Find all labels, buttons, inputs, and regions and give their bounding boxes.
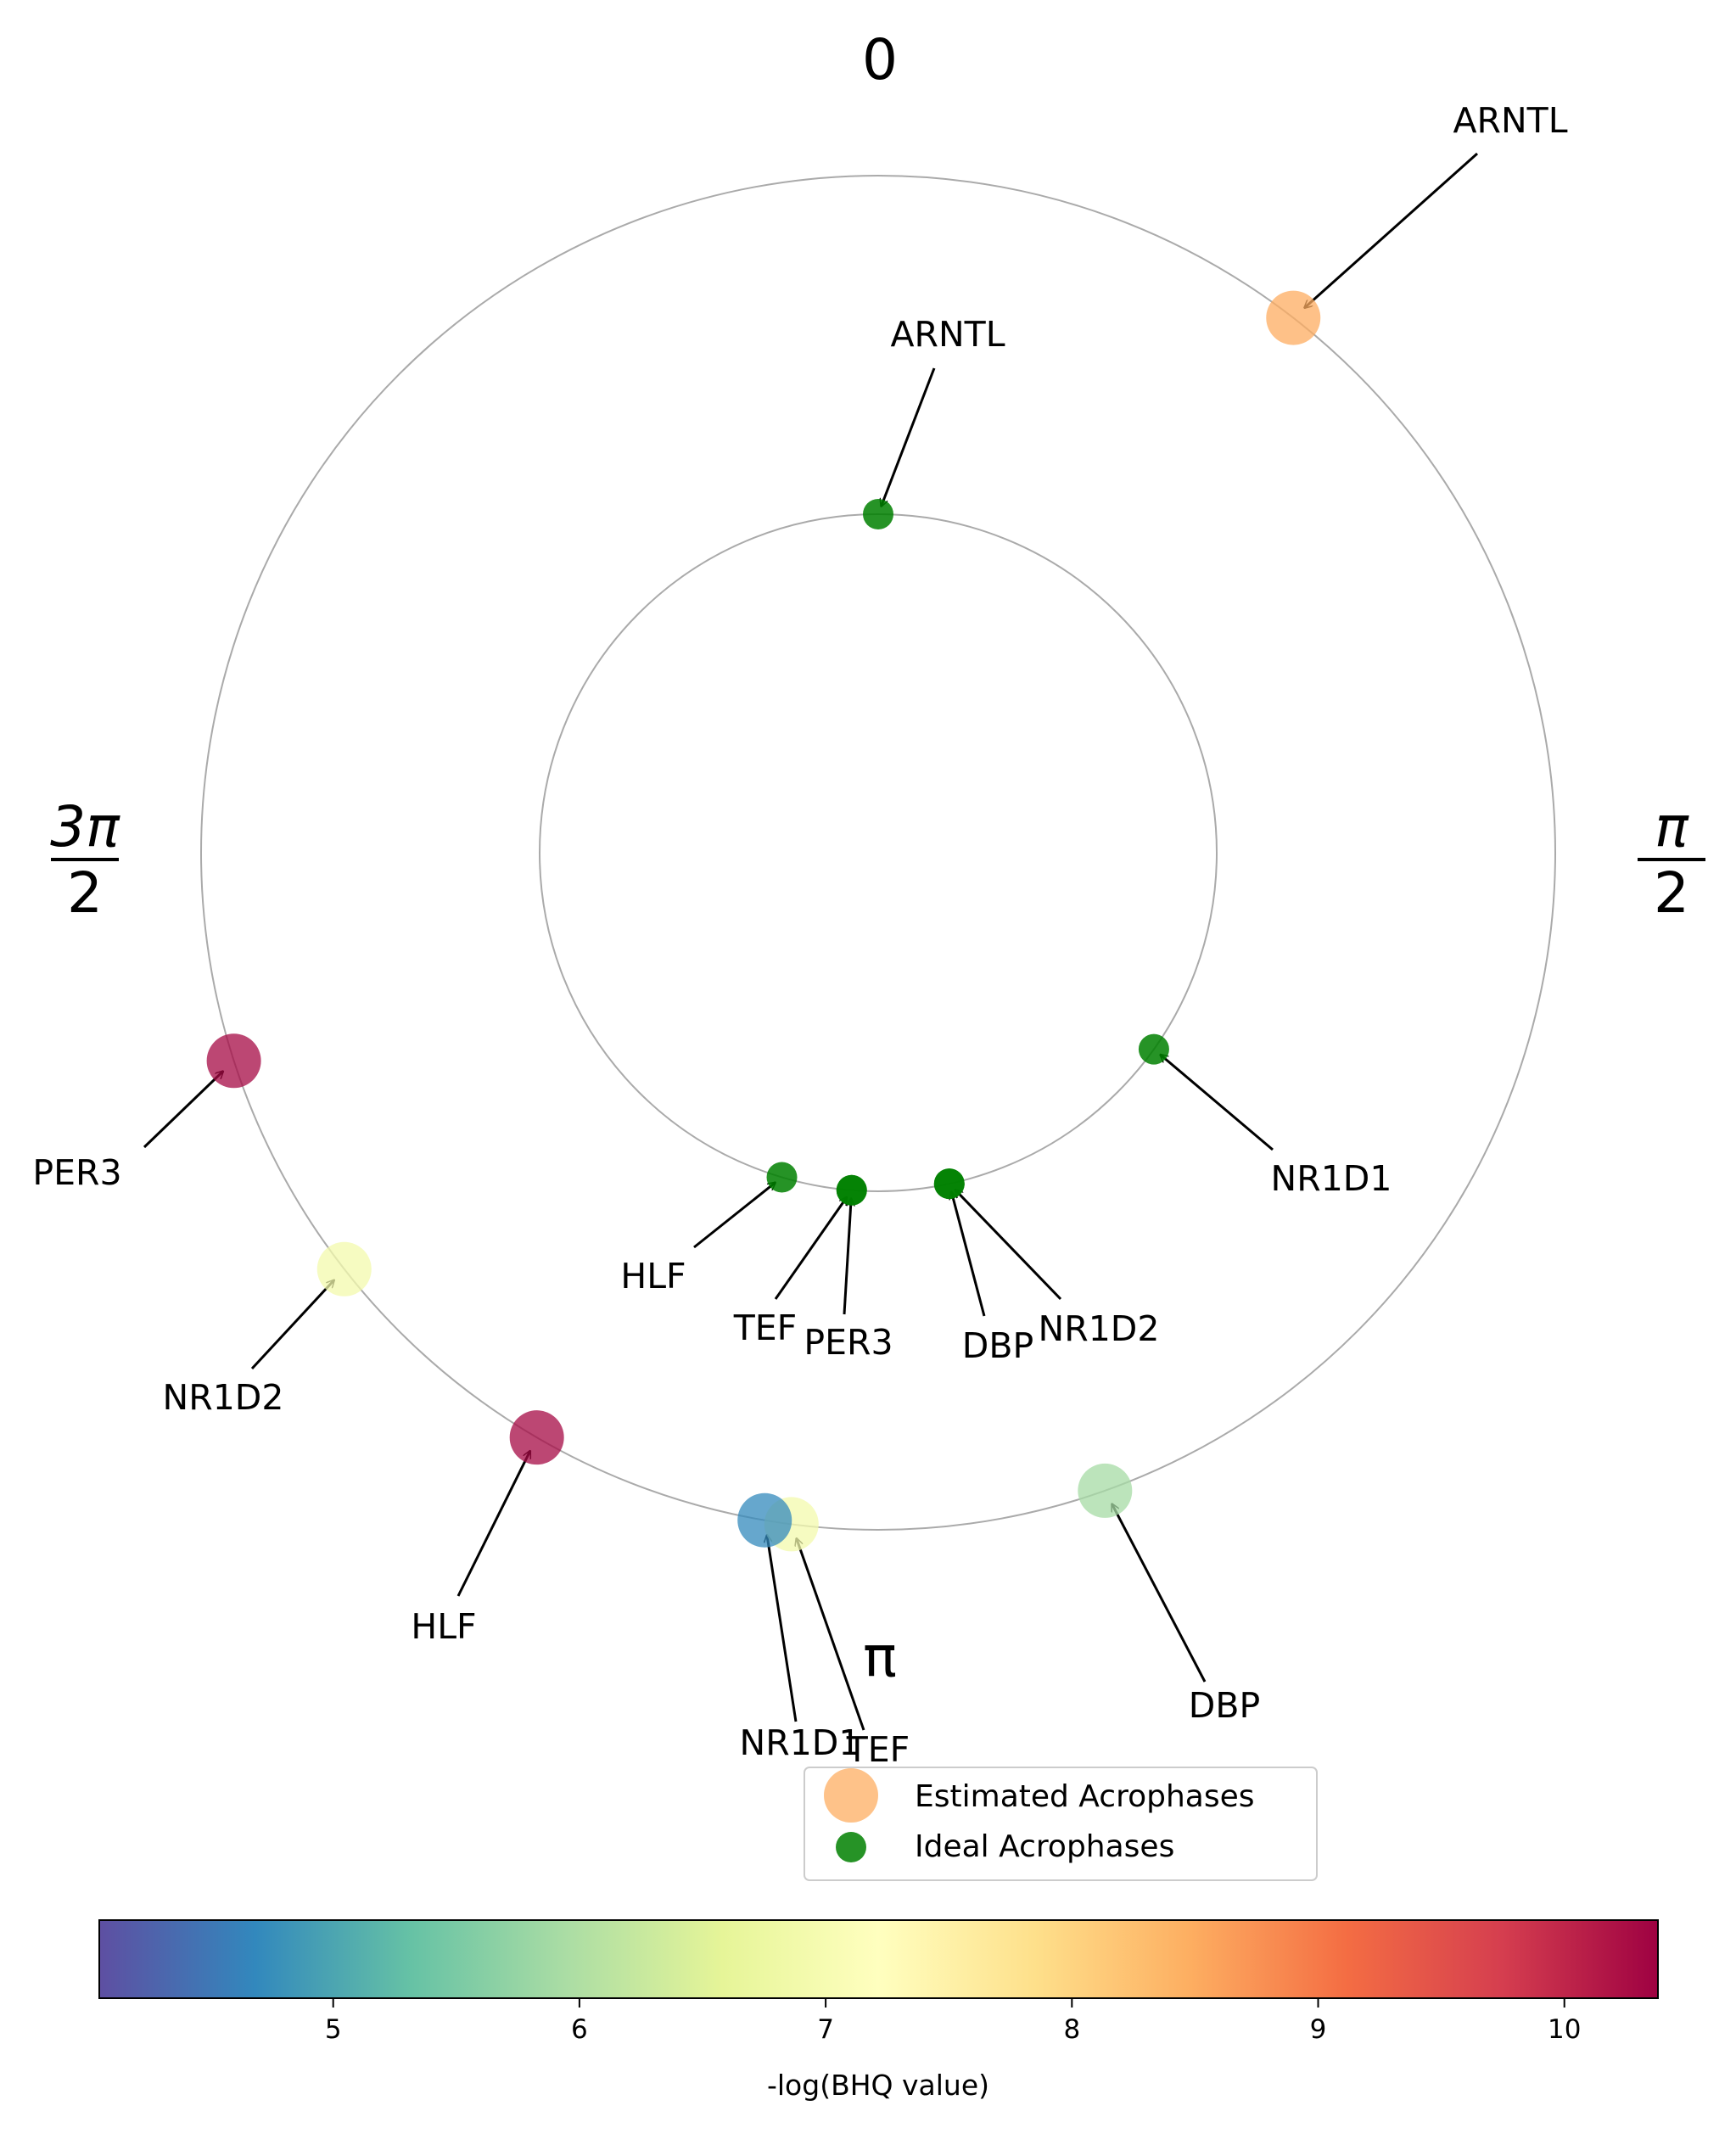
ideal-label-arntl: ARNTL xyxy=(890,314,1005,355)
angle-label-pi-half-numerator: π xyxy=(1655,794,1689,860)
est-arrow-dbp xyxy=(1111,1504,1207,1683)
est-arrow-nr1d1 xyxy=(767,1535,798,1722)
ideal-point-tef xyxy=(836,1174,867,1206)
annotation-layer: ARNTLNR1D1NR1D2DBPPER3TEFHLFARNTLDBPTEFN… xyxy=(32,100,1567,1770)
ideal-label-dbp: DBP xyxy=(962,1325,1033,1366)
angle-label-pi-half: π2 xyxy=(1638,794,1705,926)
colorbar-ticks: 5 6 7 8 9 10 xyxy=(325,1998,1581,2045)
ideal-label-per3: PER3 xyxy=(804,1322,893,1363)
colorbar: 5 6 7 8 9 10 -log(BHQ value) xyxy=(98,1919,1659,2102)
est-point-dbp xyxy=(1078,1463,1133,1518)
ideal-point-nr1d1 xyxy=(1138,1033,1169,1065)
est-arrow-tef xyxy=(797,1538,865,1731)
est-label-hlf: HLF xyxy=(411,1606,476,1647)
est-label-dbp: DBP xyxy=(1189,1685,1260,1726)
est-point-nr1d2 xyxy=(316,1241,372,1296)
ring-ideal xyxy=(539,513,1218,1192)
legend-frame xyxy=(804,1767,1318,1881)
legend: Estimated Acrophases Ideal Acrophases xyxy=(804,1767,1318,1881)
ideal-arrow-nr1d2 xyxy=(955,1190,1062,1301)
colorbar-tick-label-5: 5 xyxy=(325,2014,342,2045)
est-point-per3 xyxy=(206,1033,261,1089)
est-arrow-per3 xyxy=(143,1071,223,1149)
est-label-arntl: ARNTL xyxy=(1453,100,1567,141)
points-layer xyxy=(206,290,1321,1552)
est-point-arntl xyxy=(1266,290,1321,345)
ideal-point-dbp xyxy=(933,1168,965,1200)
est-point-nr1d1 xyxy=(737,1492,792,1548)
est-label-nr1d2: NR1D2 xyxy=(163,1377,284,1418)
ideal-label-nr1d1: NR1D1 xyxy=(1271,1158,1392,1199)
colorbar-tick-label-9: 9 xyxy=(1310,2014,1327,2045)
angle-label-pi: π xyxy=(863,1624,897,1689)
angle-label-0: 0 xyxy=(862,27,898,92)
est-arrow-arntl xyxy=(1304,152,1478,308)
angle-label-three-pi-half-denominator: 2 xyxy=(67,860,103,926)
legend-marker-estimated xyxy=(824,1768,878,1823)
colorbar-strip xyxy=(98,1919,1659,1999)
ideal-arrow-dbp xyxy=(951,1192,986,1317)
ideal-label-nr1d2: NR1D2 xyxy=(1039,1308,1160,1349)
est-arrow-nr1d2 xyxy=(250,1280,334,1370)
est-arrow-hlf xyxy=(456,1451,532,1597)
est-label-nr1d1: NR1D1 xyxy=(740,1722,861,1763)
angle-label-three-pi-half: 3π2 xyxy=(50,794,120,926)
ideal-point-hlf xyxy=(766,1162,798,1193)
ideal-arrow-per3 xyxy=(843,1199,851,1315)
legend-label-estimated: Estimated Acrophases xyxy=(915,1779,1255,1814)
ideal-arrow-tef xyxy=(774,1197,847,1300)
ideal-arrow-arntl xyxy=(882,367,936,507)
colorbar-tick-label-10: 10 xyxy=(1548,2014,1581,2045)
colorbar-label: -log(BHQ value) xyxy=(767,2069,989,2102)
colorbar-tick-label-7: 7 xyxy=(817,2014,834,2045)
colorbar-tick-label-8: 8 xyxy=(1063,2014,1080,2045)
ring-estimated xyxy=(200,175,1556,1531)
ideal-point-arntl xyxy=(863,499,893,529)
colorbar-tick-label-6: 6 xyxy=(571,2014,588,2045)
ideal-arrow-nr1d1 xyxy=(1160,1055,1274,1151)
est-point-hlf xyxy=(509,1410,564,1465)
angle-label-three-pi-half-numerator: 3π xyxy=(50,794,120,860)
ideal-arrow-hlf xyxy=(693,1183,776,1249)
angle-label-pi-half-denominator: 2 xyxy=(1654,860,1689,926)
legend-marker-ideal xyxy=(836,1832,866,1862)
est-label-tef: TEF xyxy=(846,1729,910,1770)
est-label-per3: PER3 xyxy=(32,1152,121,1193)
ideal-label-hlf: HLF xyxy=(620,1256,686,1296)
legend-label-ideal: Ideal Acrophases xyxy=(915,1829,1174,1864)
ideal-label-tef: TEF xyxy=(733,1308,798,1348)
